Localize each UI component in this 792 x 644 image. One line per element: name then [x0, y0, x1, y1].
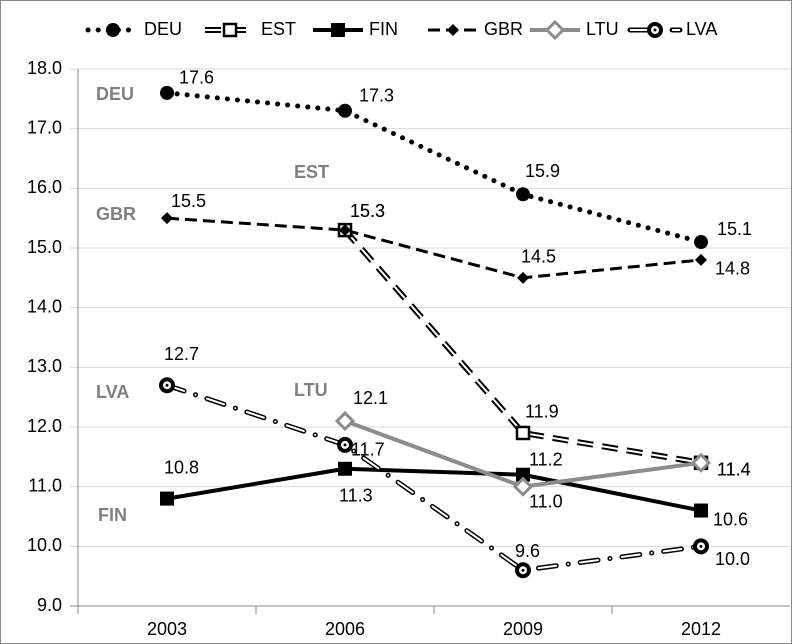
- series-annotation: GBR: [96, 204, 136, 224]
- y-tick-label: 13.0: [27, 356, 62, 376]
- legend-label: LVA: [686, 19, 717, 39]
- y-tick-label: 12.0: [27, 416, 62, 436]
- legend-label: GBR: [484, 19, 523, 39]
- data-label: 11.4: [717, 460, 751, 480]
- marker-dot: [165, 383, 169, 387]
- series-annotation: FIN: [98, 505, 127, 525]
- y-tick-label: 14.0: [27, 296, 62, 316]
- marker: [160, 491, 174, 506]
- data-label: 10.8: [164, 457, 199, 477]
- marker: [160, 85, 174, 100]
- legend-marker: [544, 19, 566, 41]
- marker: [690, 452, 712, 473]
- data-label: 11.3: [339, 486, 373, 506]
- y-tick-label: 10.0: [27, 535, 62, 555]
- marker: [161, 212, 173, 225]
- marker-dot: [343, 443, 347, 447]
- series-line: [164, 90, 704, 245]
- series-line: [166, 466, 702, 513]
- series-annotation: EST: [294, 162, 329, 182]
- series-annotation: LTU: [294, 380, 328, 400]
- x-tick-label: 2012: [681, 619, 721, 639]
- y-tick-label: 11.0: [28, 475, 62, 495]
- data-label: 15.5: [171, 191, 206, 211]
- x-tick-label: 2009: [503, 619, 543, 639]
- series-line-inner: [166, 384, 702, 572]
- legend-label: FIN: [369, 19, 398, 39]
- series-line: [166, 216, 702, 280]
- data-label: 15.3: [350, 201, 385, 221]
- data-label: 10.0: [715, 549, 750, 569]
- legend-label: EST: [261, 19, 296, 39]
- x-tick-label: 2003: [147, 619, 187, 639]
- data-label: 11.9: [525, 402, 559, 422]
- marker: [515, 425, 531, 441]
- marker: [338, 103, 352, 118]
- y-tick-label: 17.0: [27, 117, 62, 137]
- marker: [694, 503, 708, 518]
- data-label: 17.6: [179, 68, 214, 88]
- marker-dot: [521, 568, 525, 572]
- y-tick-label: 15.0: [27, 237, 62, 257]
- data-label: 14.8: [715, 259, 750, 279]
- data-label: 11.2: [529, 449, 563, 469]
- data-label: 15.3: [350, 201, 385, 221]
- marker: [512, 476, 534, 497]
- data-label: 11.0: [529, 491, 563, 511]
- data-label: 12.7: [164, 344, 199, 364]
- y-tick-label: 16.0: [27, 177, 62, 197]
- data-label: 10.6: [713, 509, 748, 529]
- data-label: 15.9: [525, 161, 560, 181]
- legend-marker: [447, 24, 459, 36]
- x-tick-label: 2006: [325, 619, 365, 639]
- y-tick-label: 9.0: [37, 595, 62, 615]
- data-label: 11.4: [717, 460, 751, 480]
- legend-marker: [222, 22, 238, 38]
- marker: [695, 253, 707, 266]
- y-tick-label: 18.0: [27, 58, 62, 78]
- legend-label: DEU: [144, 19, 182, 39]
- marker: [516, 187, 530, 202]
- data-label: 11.7: [351, 440, 385, 460]
- marker-dot: [653, 28, 657, 32]
- marker-dot: [699, 544, 703, 548]
- marker: [339, 224, 351, 237]
- data-label: 14.5: [521, 247, 556, 267]
- series-annotation: LVA: [96, 382, 129, 402]
- data-label: 17.3: [359, 86, 394, 106]
- data-label: 15.1: [717, 219, 752, 239]
- marker: [694, 235, 708, 250]
- legend-marker: [331, 23, 345, 37]
- data-label: 9.6: [515, 541, 540, 561]
- marker: [516, 467, 530, 482]
- marker: [517, 271, 529, 284]
- marker: [338, 461, 352, 476]
- marker: [334, 410, 356, 432]
- data-label: 12.1: [353, 388, 388, 408]
- series-annotation: DEU: [96, 84, 134, 104]
- legend-label: LTU: [586, 19, 619, 39]
- legend-marker: [106, 23, 120, 37]
- series-line-inner: [344, 229, 702, 464]
